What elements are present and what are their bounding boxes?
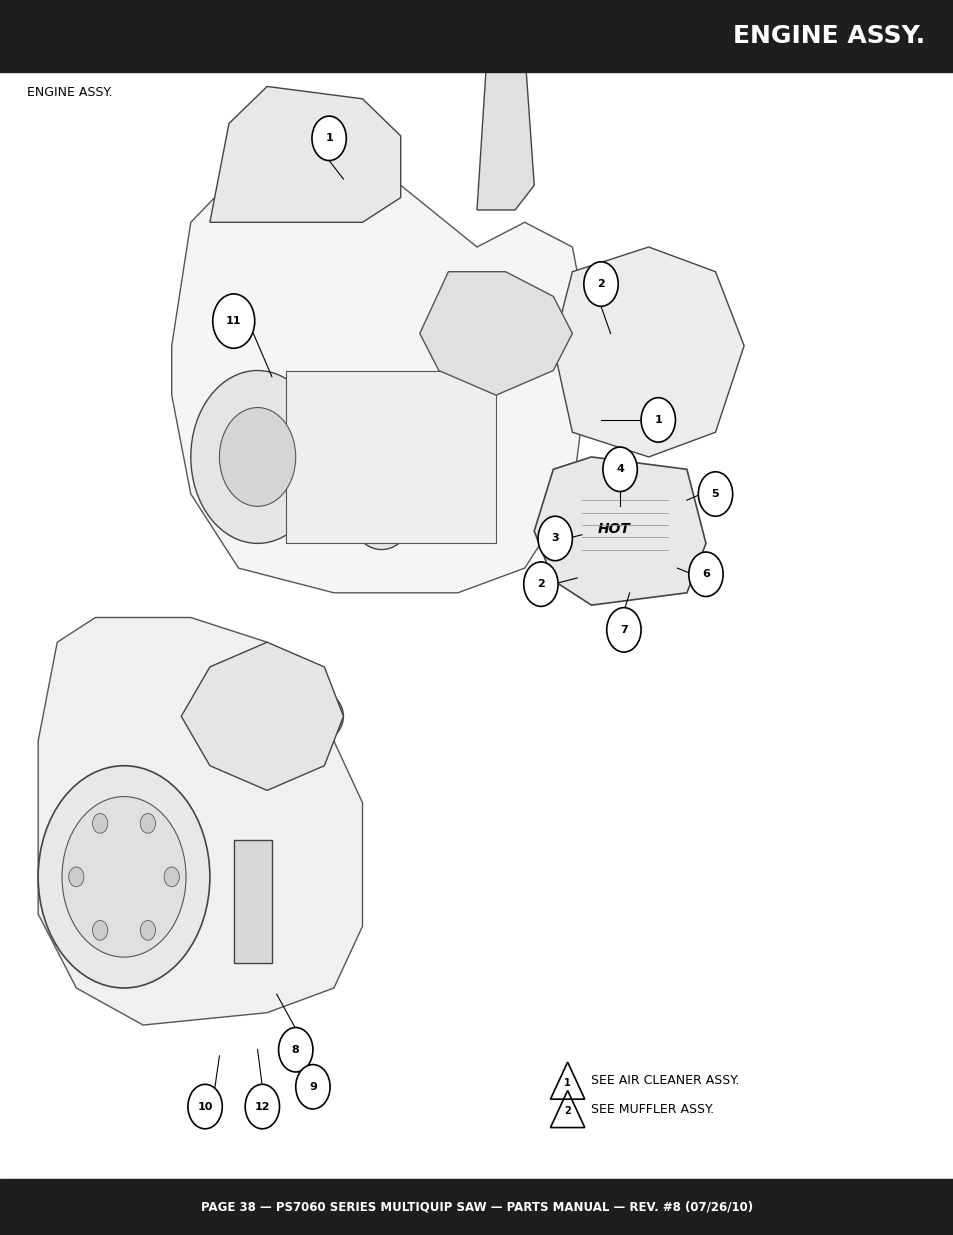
Circle shape [140, 920, 155, 940]
Circle shape [698, 472, 732, 516]
Circle shape [245, 1084, 279, 1129]
Circle shape [62, 797, 186, 957]
Text: 8: 8 [292, 1045, 299, 1055]
Text: 2: 2 [537, 579, 544, 589]
Circle shape [69, 867, 84, 887]
Bar [286, 370, 496, 543]
Bar [233, 840, 272, 963]
Circle shape [606, 608, 640, 652]
Text: ENGINE ASSY.: ENGINE ASSY. [27, 86, 112, 100]
Bar [0, 1179, 953, 1235]
Text: 11: 11 [226, 316, 241, 326]
Text: PAGE 38 — PS7060 SERIES MULTIQUIP SAW — PARTS MANUAL — REV. #8 (07/26/10): PAGE 38 — PS7060 SERIES MULTIQUIP SAW — … [201, 1200, 752, 1214]
Text: 2: 2 [563, 1107, 571, 1116]
Text: 2: 2 [597, 279, 604, 289]
Circle shape [688, 552, 722, 597]
Circle shape [92, 920, 108, 940]
Polygon shape [419, 272, 572, 395]
Text: HOT: HOT [598, 521, 630, 536]
Text: 10: 10 [197, 1102, 213, 1112]
Circle shape [583, 262, 618, 306]
Text: 1: 1 [654, 415, 661, 425]
Polygon shape [181, 642, 343, 790]
Text: 6: 6 [701, 569, 709, 579]
Polygon shape [210, 86, 400, 222]
Polygon shape [38, 618, 362, 1025]
Circle shape [38, 766, 210, 988]
Circle shape [140, 814, 155, 834]
Polygon shape [553, 247, 743, 457]
Text: 1: 1 [563, 1078, 571, 1088]
Circle shape [92, 814, 108, 834]
Text: 1: 1 [325, 133, 333, 143]
Circle shape [188, 1084, 222, 1129]
Circle shape [295, 1065, 330, 1109]
Polygon shape [476, 37, 534, 210]
Polygon shape [172, 148, 591, 593]
Text: ENGINE ASSY.: ENGINE ASSY. [733, 23, 924, 48]
Text: 9: 9 [309, 1082, 316, 1092]
Polygon shape [534, 457, 705, 605]
Text: 3: 3 [551, 534, 558, 543]
Circle shape [348, 463, 415, 550]
Circle shape [164, 867, 179, 887]
Ellipse shape [229, 679, 343, 753]
Text: 4: 4 [616, 464, 623, 474]
Text: SEE MUFFLER ASSY.: SEE MUFFLER ASSY. [591, 1103, 714, 1115]
Text: 7: 7 [619, 625, 627, 635]
Circle shape [640, 398, 675, 442]
Circle shape [191, 370, 324, 543]
Circle shape [312, 116, 346, 161]
Bar [0, 0, 953, 72]
Circle shape [523, 562, 558, 606]
Text: SEE AIR CLEANER ASSY.: SEE AIR CLEANER ASSY. [591, 1074, 740, 1087]
Circle shape [278, 1028, 313, 1072]
Text: 12: 12 [254, 1102, 270, 1112]
Circle shape [537, 516, 572, 561]
Circle shape [213, 294, 254, 348]
Circle shape [219, 408, 295, 506]
Circle shape [602, 447, 637, 492]
Text: 5: 5 [711, 489, 719, 499]
